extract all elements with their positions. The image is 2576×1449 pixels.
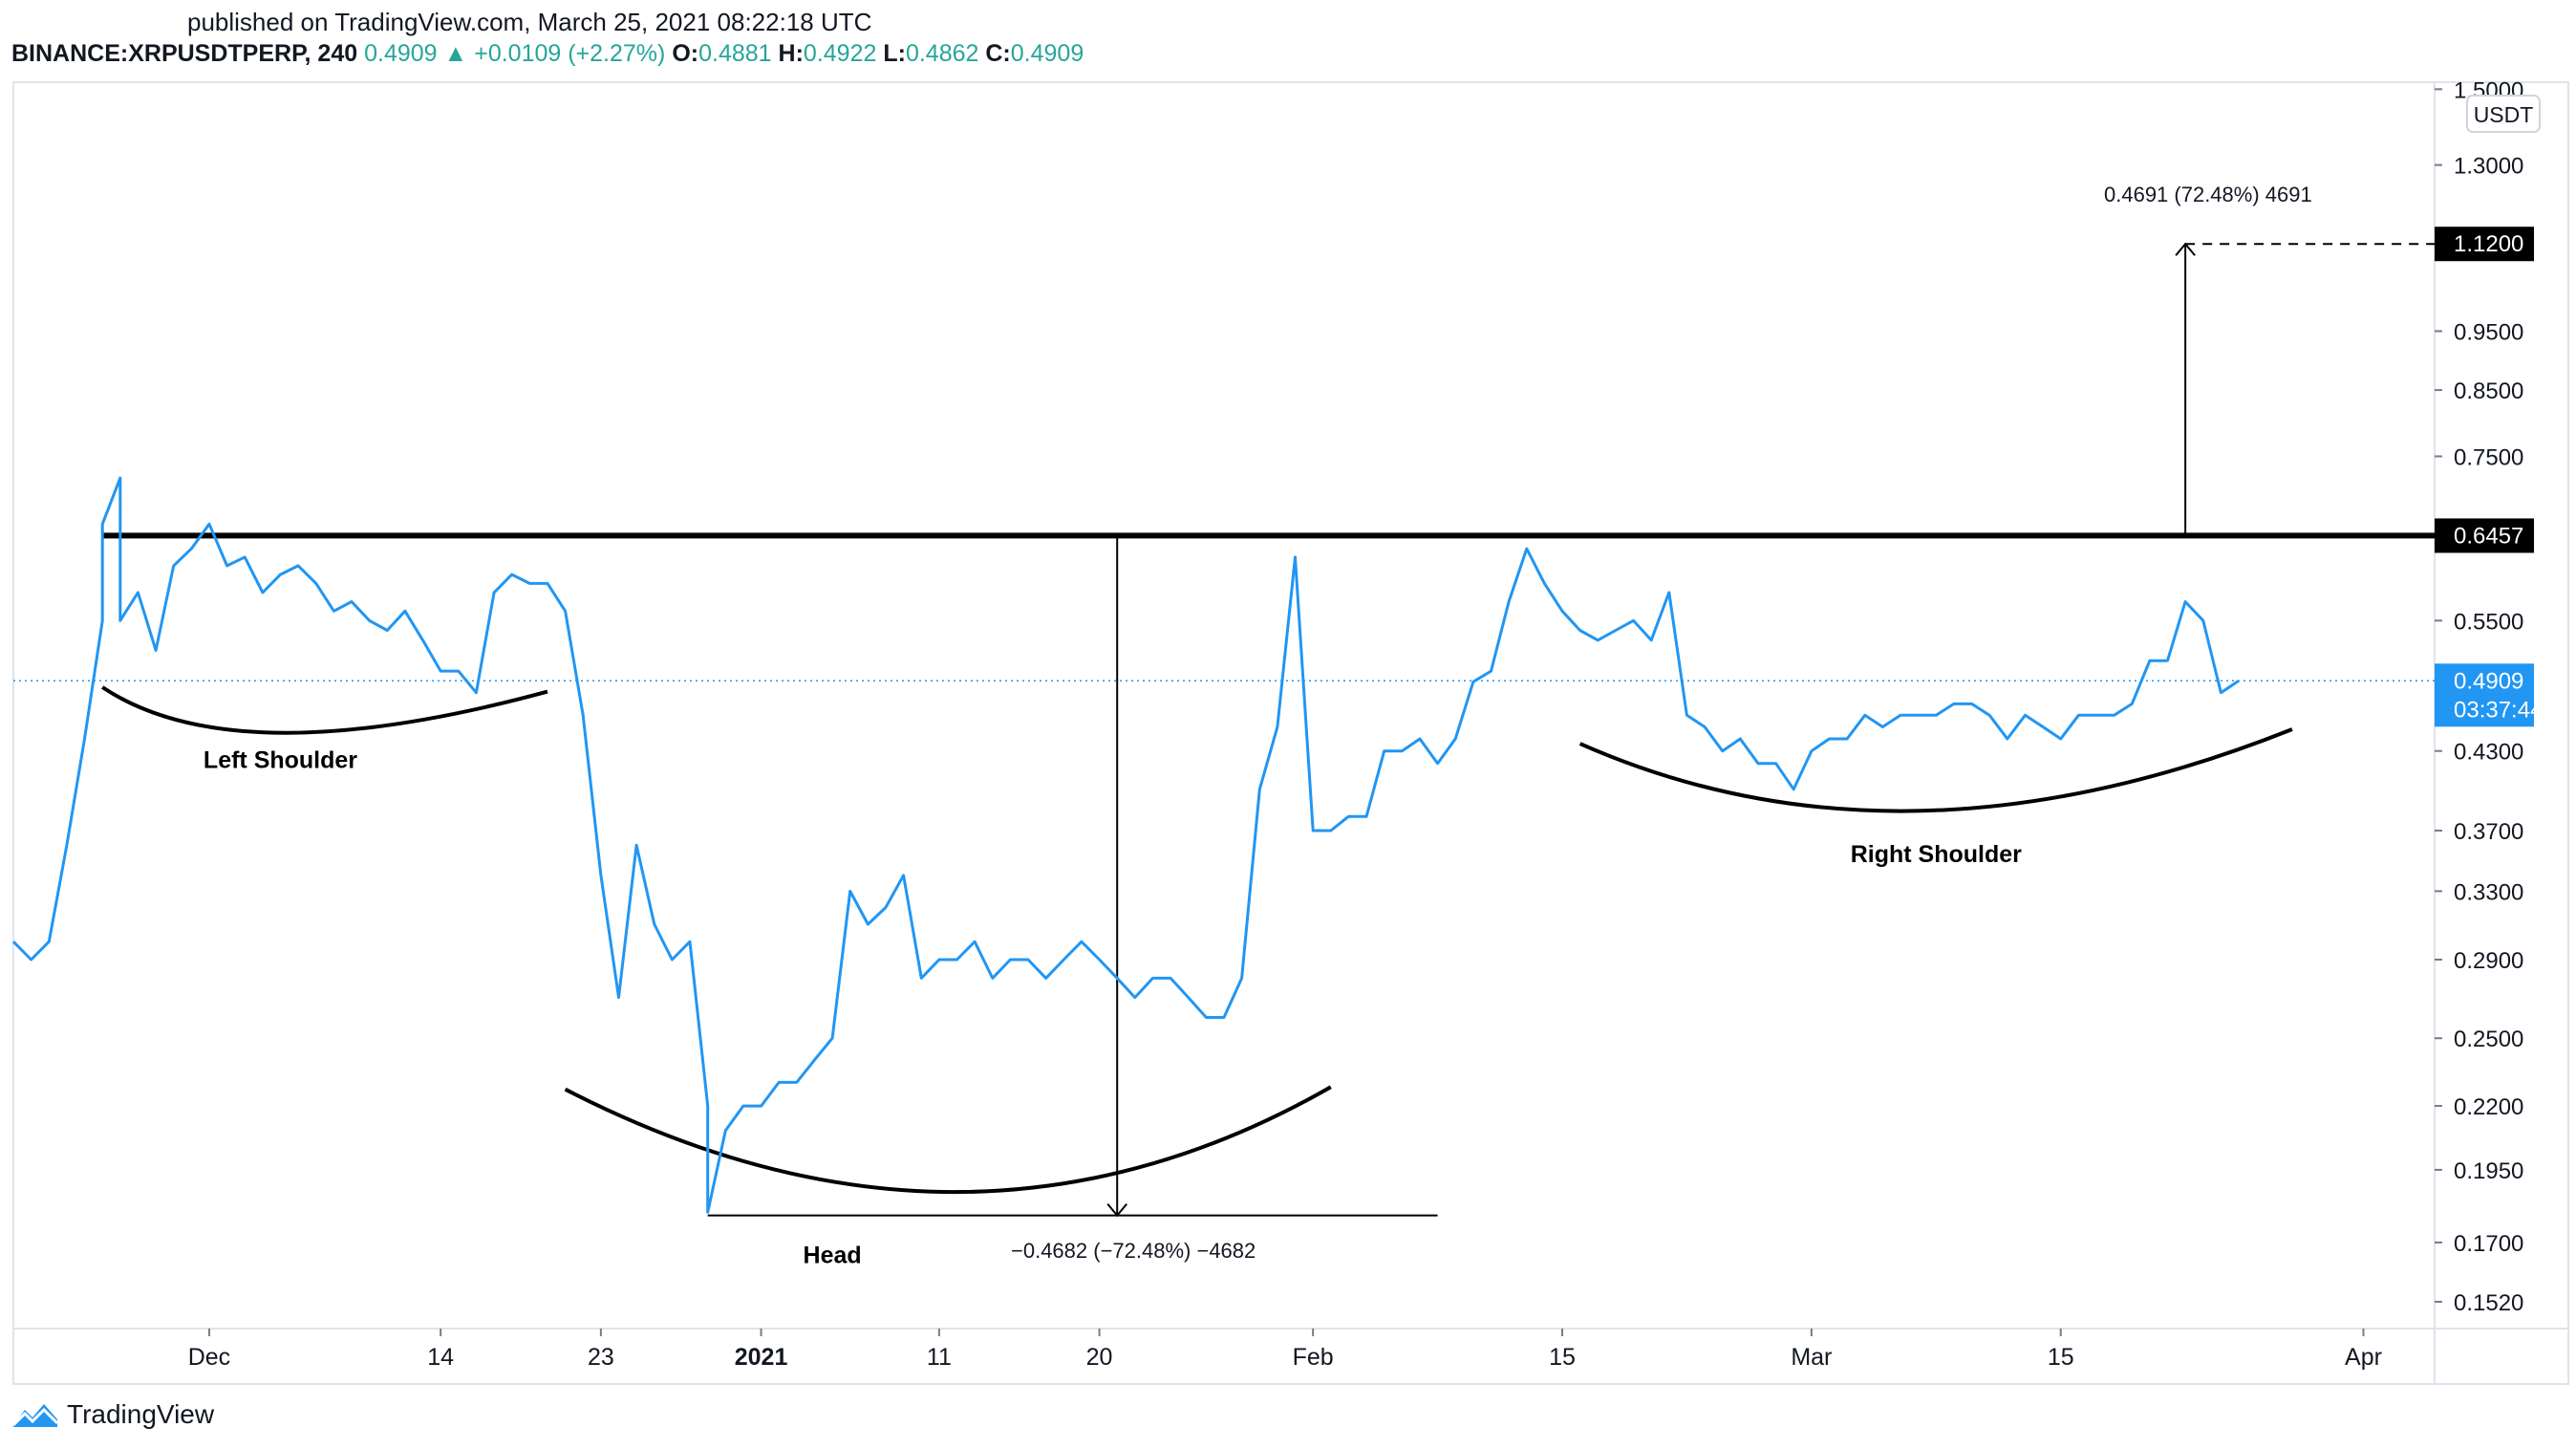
chart-frame (12, 81, 2569, 1385)
tradingview-logo-icon (11, 1404, 59, 1427)
price-tick-label: 0.1520 (2454, 1290, 2523, 1316)
price-tick-label: 0.3700 (2454, 819, 2523, 845)
last-price-tag-text: 0.4909 (2454, 668, 2523, 694)
left-shoulder-arc[interactable] (101, 685, 548, 735)
price-tick-label: 0.2500 (2454, 1027, 2523, 1052)
currency-badge[interactable]: USDT (2466, 95, 2541, 133)
chart-border (12, 81, 2569, 1385)
pattern-annotation[interactable]: Left Shoulder (204, 746, 357, 773)
time-tick-label: Apr (2345, 1344, 2382, 1371)
time-tick-label: Mar (1791, 1344, 1832, 1371)
symbol-legend: BINANCE:XRPUSDTPERP, 240 0.4909 ▲ +0.010… (11, 40, 1084, 68)
time-tick-label: 15 (2048, 1344, 2074, 1371)
neckline-price-tag-text: 0.6457 (2454, 523, 2523, 549)
price-tick-label: 0.2200 (2454, 1094, 2523, 1120)
open-label: O: (672, 40, 699, 67)
price-tick-label: 0.1700 (2454, 1231, 2523, 1257)
last-price-tag-text: 03:37:44 (2454, 697, 2543, 723)
right-shoulder-arc[interactable] (1578, 727, 2293, 813)
symbol-name[interactable]: BINANCE:XRPUSDTPERP, 240 (11, 40, 358, 67)
time-tick-label: Dec (188, 1344, 230, 1371)
time-tick-label: 11 (927, 1344, 952, 1371)
pattern-drawings: −0.4682 (−72.48%) −4682 0.4691 (72.48%) 4… (13, 183, 2435, 1269)
price-line[interactable] (11, 476, 2240, 1214)
depth-measure-label: −0.4682 (−72.48%) −4682 (1011, 1239, 1256, 1263)
currency-label: USDT (2474, 102, 2534, 127)
time-tick-label: 14 (427, 1344, 454, 1371)
open-value: 0.4881 (698, 40, 772, 67)
low-label: L: (883, 40, 906, 67)
close-label: C: (985, 40, 1011, 67)
high-value: 0.4922 (803, 40, 877, 67)
last-price: 0.4909 (364, 40, 438, 67)
price-tick-label: 0.7500 (2454, 444, 2523, 470)
neckline-price-tag[interactable]: 0.6457 (2435, 518, 2534, 553)
time-tick-label: 2021 (735, 1344, 788, 1371)
price-axis[interactable]: 1.50001.30000.95000.85000.75000.55000.43… (2435, 77, 2541, 1316)
time-tick-label: 15 (1549, 1344, 1576, 1371)
price-tick-label: 0.3300 (2454, 879, 2523, 905)
target-price-tag[interactable]: 1.1200 (2435, 227, 2534, 262)
close-value: 0.4909 (1010, 40, 1084, 67)
price-tick-label: 0.5500 (2454, 609, 2523, 635)
head-arc[interactable] (564, 1085, 1332, 1195)
pattern-annotation[interactable]: Head (804, 1243, 862, 1269)
up-arrow-icon: ▲ (443, 40, 468, 67)
price-series (11, 476, 2240, 1214)
time-tick-label: 20 (1086, 1344, 1113, 1371)
published-caption: published on TradingView.com, March 25, … (187, 8, 872, 36)
time-axis[interactable]: Dec 14 23 2021 11 20 Feb 15 Mar 15 Apr (188, 1329, 2382, 1371)
time-tick-label: 23 (588, 1344, 614, 1371)
price-labels: 1.1200 0.6457 0.4909 03:37:44 (2435, 227, 2543, 727)
price-tick-label: 0.9500 (2454, 319, 2523, 345)
price-tick-label: 0.1950 (2454, 1158, 2523, 1184)
tradingview-footer[interactable]: TradingView (11, 1399, 214, 1430)
time-tick-label: Feb (1293, 1344, 1334, 1371)
target-price-tag-text: 1.1200 (2454, 231, 2523, 257)
last-price-tag[interactable]: 0.4909 03:37:44 (2435, 663, 2543, 727)
price-tick-label: 0.8500 (2454, 378, 2523, 404)
pattern-annotation[interactable]: Right Shoulder (1851, 841, 2022, 868)
price-tick-label: 1.3000 (2454, 154, 2523, 180)
low-value: 0.4862 (905, 40, 979, 67)
price-change: +0.0109 (+2.27%) (474, 40, 666, 67)
price-tick-label: 0.4300 (2454, 740, 2523, 766)
high-label: H: (778, 40, 804, 67)
price-tick-label: 0.2900 (2454, 948, 2523, 974)
target-measure-label: 0.4691 (72.48%) 4691 (2104, 183, 2312, 206)
tradingview-brand: TradingView (67, 1399, 215, 1429)
